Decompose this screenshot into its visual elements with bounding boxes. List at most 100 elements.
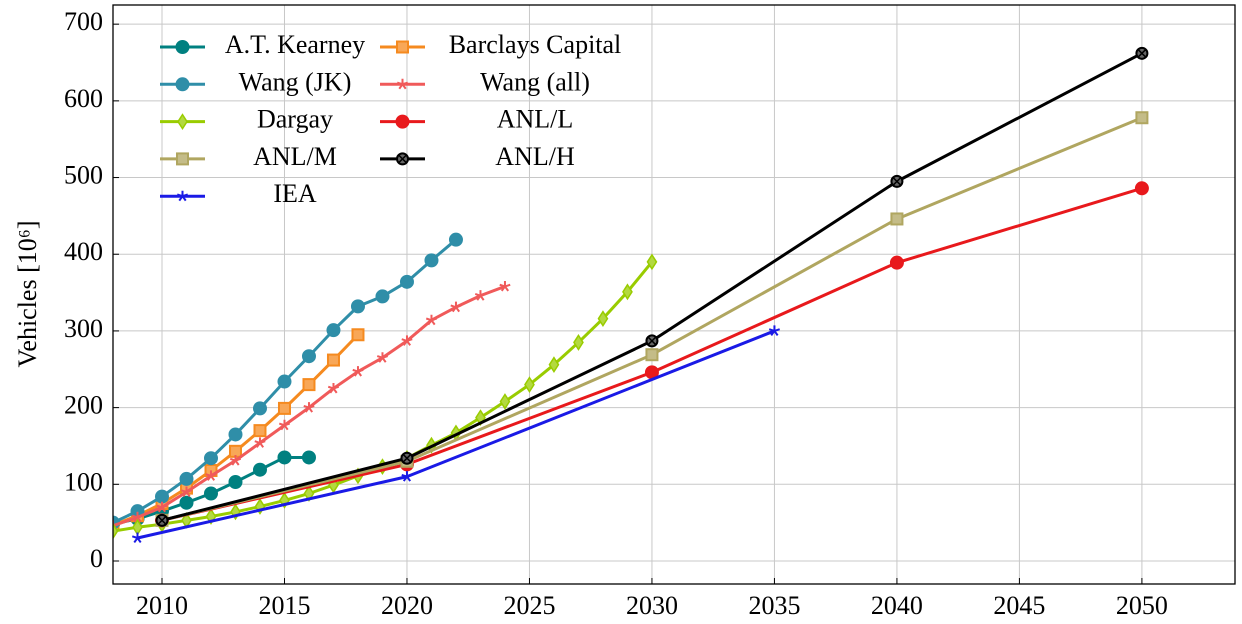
- marker: [396, 78, 409, 90]
- marker: [376, 352, 389, 363]
- marker: [425, 314, 438, 326]
- marker: [155, 513, 169, 527]
- marker: [277, 374, 292, 389]
- marker: [203, 451, 218, 466]
- marker-cross: [402, 453, 412, 463]
- x-tick-label: 2050: [1116, 591, 1168, 620]
- marker: [890, 212, 904, 226]
- marker: [176, 152, 189, 166]
- y-tick-label: 600: [64, 84, 103, 113]
- marker: [1135, 111, 1149, 125]
- marker: [396, 40, 409, 54]
- y-tick-label: 500: [64, 161, 103, 190]
- legend-label: ANL/L: [497, 105, 574, 134]
- marker: [768, 325, 780, 336]
- marker: [401, 335, 413, 346]
- legend-item: ANL/L: [380, 105, 573, 134]
- marker-cross: [647, 336, 657, 346]
- legend-item: Wang (JK): [160, 67, 351, 96]
- x-tick-label: 2040: [871, 591, 923, 620]
- marker: [203, 486, 218, 501]
- x-tick-label: 2025: [503, 591, 555, 620]
- legend-item: ANL/M: [160, 142, 337, 171]
- marker: [156, 501, 168, 513]
- marker: [179, 471, 194, 486]
- marker: [450, 301, 462, 313]
- marker-cross: [157, 515, 167, 525]
- legend-label: Wang (JK): [239, 67, 352, 96]
- marker: [131, 532, 144, 544]
- legend-item: A.T. Kearney: [160, 30, 365, 59]
- marker: [302, 378, 316, 392]
- marker: [252, 401, 267, 416]
- marker: [548, 356, 560, 374]
- marker: [401, 471, 413, 482]
- plot-area: [113, 46, 1149, 544]
- marker: [175, 40, 190, 54]
- marker: [303, 402, 315, 413]
- marker: [375, 289, 390, 304]
- marker: [131, 511, 144, 523]
- marker: [180, 486, 193, 498]
- marker: [254, 437, 266, 448]
- legend-label: Wang (all): [480, 67, 590, 96]
- y-tick-label: 0: [90, 544, 103, 573]
- marker: [301, 450, 316, 465]
- marker: [889, 255, 904, 270]
- marker: [327, 382, 340, 394]
- marker-cross: [398, 154, 407, 164]
- marker: [277, 401, 291, 415]
- marker: [154, 489, 169, 504]
- legend-label: A.T. Kearney: [225, 30, 365, 59]
- y-tick-label: 400: [64, 237, 103, 266]
- marker-cross: [1137, 48, 1147, 58]
- marker: [646, 253, 658, 271]
- marker: [113, 522, 119, 540]
- marker: [230, 503, 241, 521]
- marker: [399, 274, 414, 289]
- marker: [1134, 181, 1149, 196]
- legend-item: Dargay: [160, 105, 333, 134]
- marker: [622, 283, 633, 301]
- legend-label: Dargay: [257, 105, 333, 134]
- marker: [524, 376, 535, 393]
- marker: [205, 470, 217, 481]
- marker: [890, 174, 904, 188]
- marker: [301, 349, 316, 364]
- marker: [351, 328, 365, 342]
- marker: [573, 334, 584, 351]
- legend: A.T. Kearney Barclays Capital Wang (JK) Wan…: [160, 30, 621, 208]
- y-tick-label: 300: [64, 314, 103, 343]
- marker: [597, 310, 609, 328]
- y-tick-label: 100: [64, 467, 103, 496]
- marker: [350, 299, 365, 314]
- marker: [229, 455, 242, 466]
- ticks: 2010 2015 2020 2025 2030 2035 2040 2045 2050 0 100…: [64, 7, 1168, 620]
- marker: [474, 290, 487, 301]
- marker: [278, 419, 291, 431]
- x-tick-label: 2045: [993, 591, 1045, 620]
- marker: [424, 253, 439, 268]
- marker: [326, 353, 340, 367]
- marker: [277, 450, 292, 465]
- marker: [396, 152, 409, 166]
- legend-item: Barclays Capital: [380, 30, 621, 59]
- marker: [499, 280, 511, 292]
- marker: [352, 366, 364, 377]
- marker: [228, 427, 243, 442]
- marker: [177, 113, 188, 130]
- marker: [179, 495, 194, 510]
- marker: [395, 114, 410, 129]
- marker: [448, 232, 463, 247]
- marker: [176, 190, 189, 202]
- marker: [252, 462, 267, 477]
- marker: [400, 451, 414, 465]
- legend-label: ANL/M: [253, 142, 337, 171]
- axes-frame: [112, 4, 1236, 585]
- x-tick-label: 2020: [381, 591, 433, 620]
- marker: [1135, 46, 1149, 60]
- y-tick-label: 700: [64, 7, 103, 36]
- marker-cross: [892, 176, 902, 186]
- x-tick-label: 2010: [136, 591, 188, 620]
